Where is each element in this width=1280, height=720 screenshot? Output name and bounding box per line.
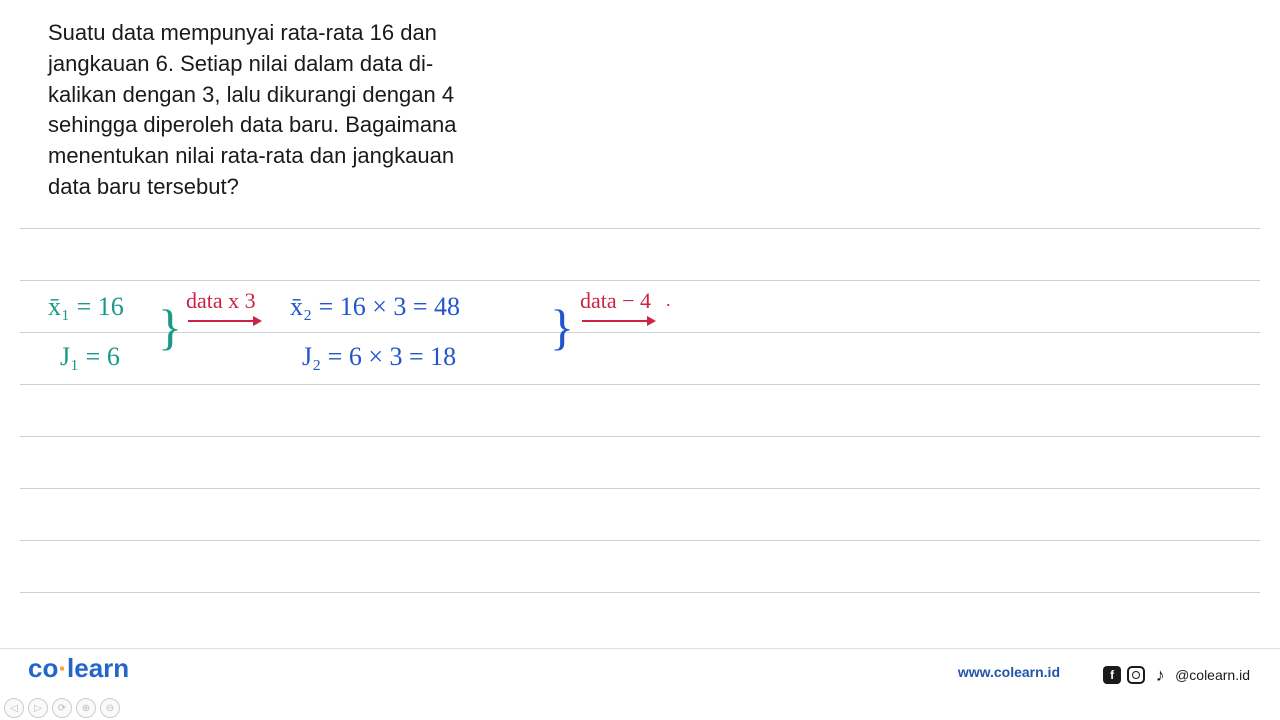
hw-brace-1: } — [158, 298, 182, 356]
website-url: www.colearn.id — [958, 664, 1060, 680]
hw-j1-range: J₁ = 6 — [60, 342, 120, 372]
problem-text: Suatu data mempunyai rata-rata 16 dan ja… — [48, 18, 478, 203]
playback-controls: ◁ ▷ ⟳ ⊕ ⊖ — [4, 698, 120, 718]
hw-j2-range: J₂ = 6 × 3 = 18 — [302, 342, 456, 372]
hw-x2-mean: x̄₂ = 16 × 3 = 48 — [290, 292, 460, 322]
hw-data-minus4-label: data − 4 — [580, 288, 651, 314]
hw-dot: . — [666, 290, 671, 311]
ruled-line — [20, 540, 1260, 541]
social-links: f ♪ @colearn.id — [1103, 666, 1250, 684]
hw-x1-mean: x̄₁ = 16 — [48, 292, 124, 322]
ruled-line — [20, 332, 1260, 333]
next-button[interactable]: ▷ — [28, 698, 48, 718]
ruled-line — [20, 436, 1260, 437]
ruled-line — [20, 228, 1260, 229]
logo-co: co — [28, 653, 58, 683]
replay-button[interactable]: ⟳ — [52, 698, 72, 718]
zoom-out-button[interactable]: ⊖ — [100, 698, 120, 718]
prev-button[interactable]: ◁ — [4, 698, 24, 718]
ruled-line — [20, 280, 1260, 281]
tiktok-icon[interactable]: ♪ — [1151, 666, 1169, 684]
hw-arrow-2 — [582, 320, 654, 322]
ruled-line — [20, 384, 1260, 385]
logo-learn: learn — [67, 653, 129, 683]
logo-dot: · — [58, 653, 67, 683]
logo: co·learn — [28, 653, 129, 684]
instagram-icon[interactable] — [1127, 666, 1145, 684]
footer: co·learn www.colearn.id f ♪ @colearn.id — [0, 648, 1280, 708]
hw-brace-2: } — [550, 298, 574, 356]
facebook-icon[interactable]: f — [1103, 666, 1121, 684]
hw-arrow-1 — [188, 320, 260, 322]
hw-data-x3-label: data x 3 — [186, 288, 256, 314]
social-handle: @colearn.id — [1175, 667, 1250, 683]
ruled-line — [20, 592, 1260, 593]
ruled-line — [20, 488, 1260, 489]
zoom-in-button[interactable]: ⊕ — [76, 698, 96, 718]
